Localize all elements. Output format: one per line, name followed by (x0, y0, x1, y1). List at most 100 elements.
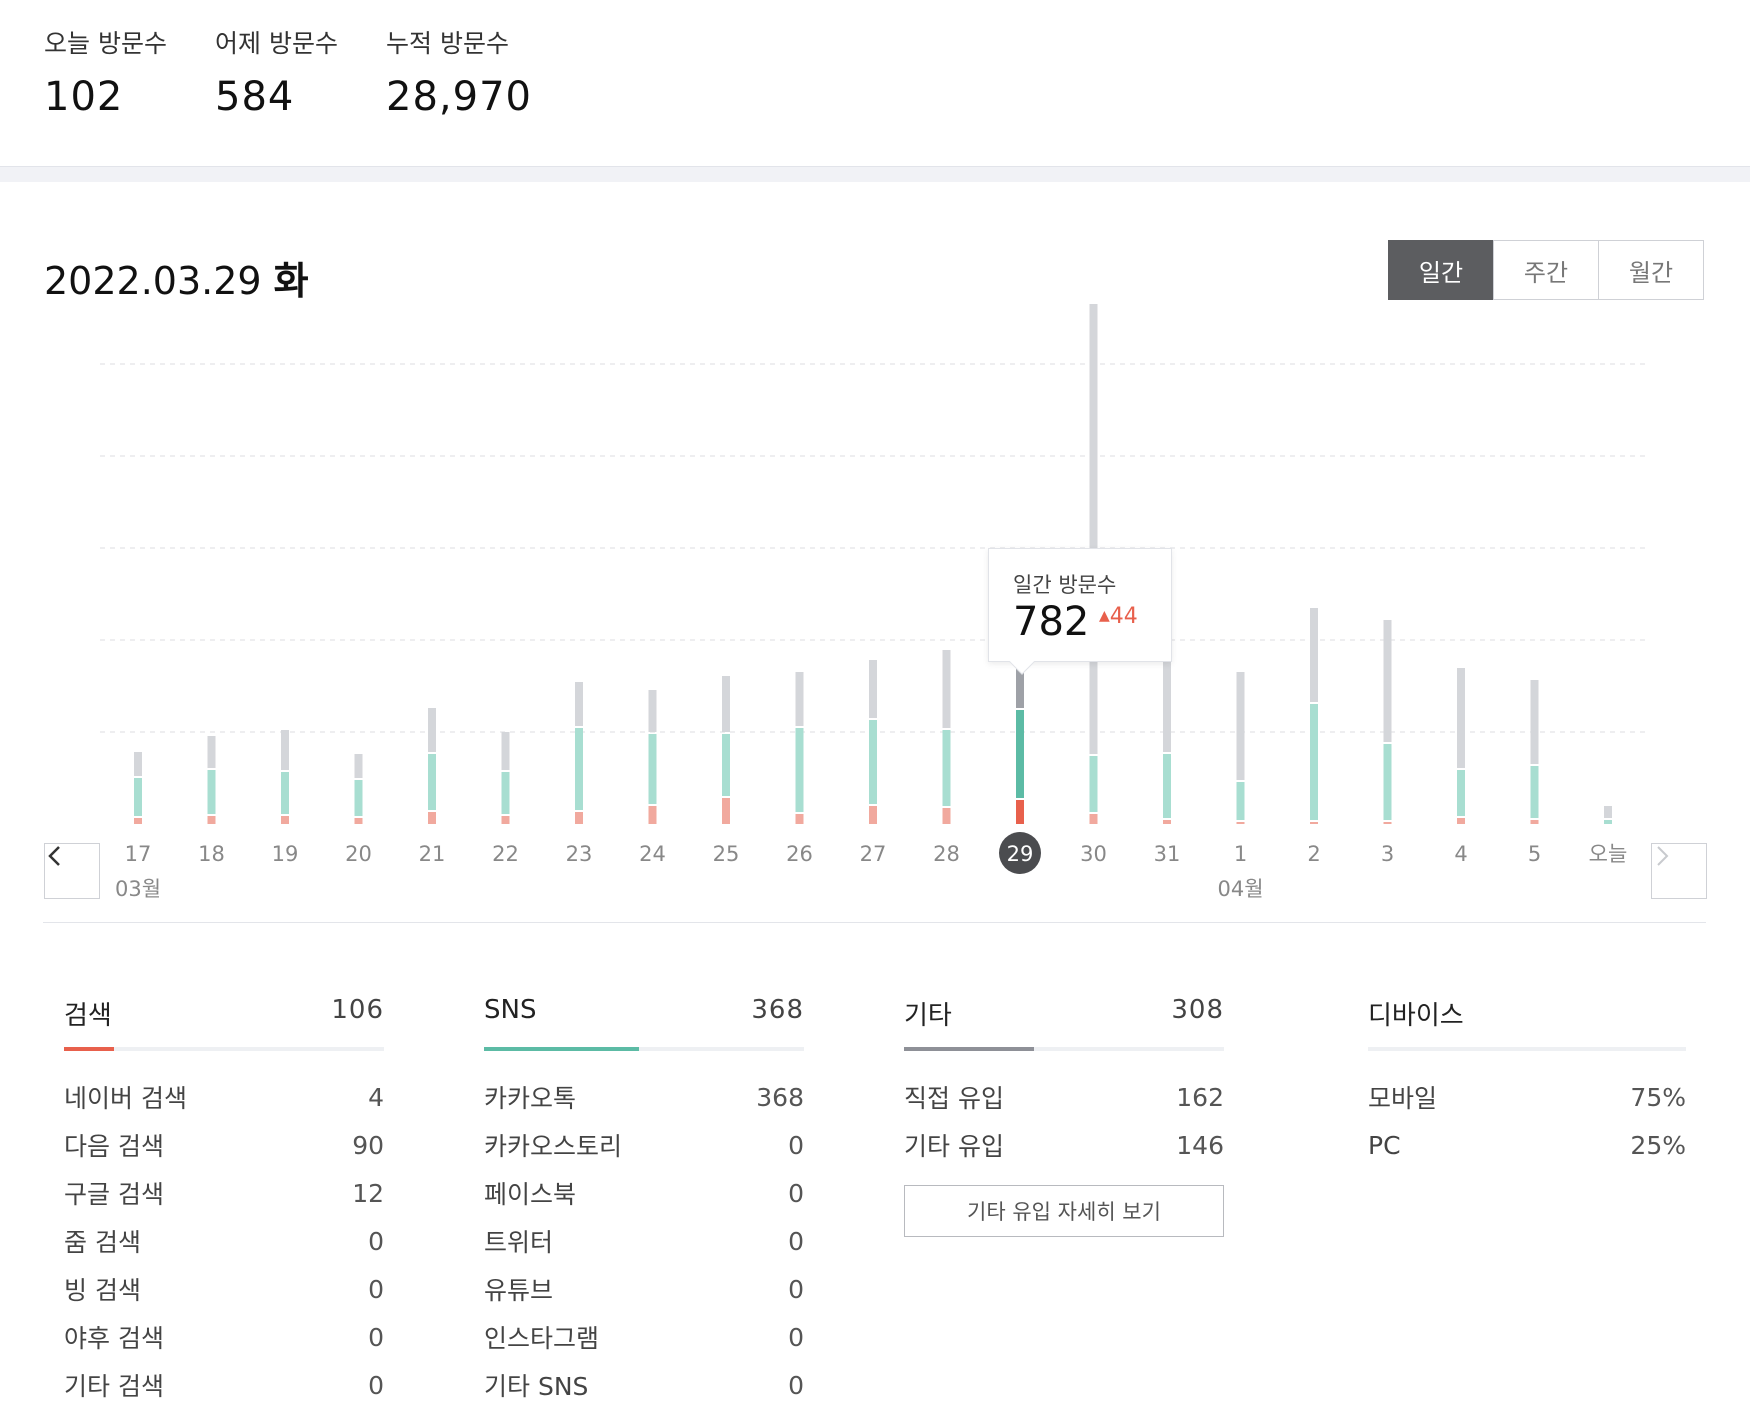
bar-segment (1016, 800, 1024, 824)
bar-segment (575, 682, 583, 726)
row-value: 25% (1630, 1130, 1686, 1160)
bar-segment (722, 798, 730, 824)
row-value: 0 (788, 1322, 804, 1352)
x-tick-label: 25 (713, 842, 740, 866)
breakdown-bar (1368, 1047, 1686, 1051)
stat-total-label: 누적 방문수 (386, 29, 509, 58)
period-toggle: 일간 주간 월간 (1388, 240, 1704, 300)
bar-segment (354, 780, 363, 816)
breakdown-title: 검색 (64, 1001, 112, 1031)
weekday-text: 화 (273, 259, 309, 303)
breakdown-bar (484, 1047, 804, 1051)
bar-segment (1163, 820, 1171, 824)
row-label: 인스타그램 (484, 1324, 600, 1353)
bar-segment (1383, 744, 1392, 820)
page-title: 2022.03.29 화 (44, 250, 309, 305)
bar-segment (722, 734, 730, 796)
breakdown-rows: 네이버 검색 4 다음 검색 90 구글 검색 12 줌 검색 0 빙 검색 0 야후 검… (64, 1073, 384, 1409)
row-label: 네이버 검색 (64, 1084, 187, 1113)
bar-segment (575, 812, 583, 824)
row-value: 0 (368, 1322, 384, 1352)
bar-segment (1016, 710, 1024, 798)
next-period-button[interactable] (1651, 843, 1707, 899)
month-label: 03월 (115, 877, 161, 901)
date-text: 2022.03.29 (44, 259, 262, 303)
stat-today-label: 오늘 방문수 (44, 29, 167, 58)
list-item: 인스타그램 0 (484, 1313, 804, 1361)
stat-total: 누적 방문수 28,970 (386, 24, 532, 120)
bar-segment (1604, 820, 1612, 824)
daily-visits-chart: 17 18 19 20 21 22 23 24 25 26 27 28 29 30 31 1 2 3 4 5 오늘 03월… (0, 300, 1750, 920)
bar-segment (428, 812, 436, 824)
breakdown-rows: 직접 유입 162 기타 유입 146 (904, 1073, 1224, 1169)
breakdown-bar-fill (904, 1047, 1034, 1051)
stat-today: 오늘 방문수 102 (44, 24, 167, 120)
x-tick-label: 30 (1080, 842, 1107, 866)
bar-segment (354, 754, 363, 778)
tab-monthly[interactable]: 월간 (1598, 240, 1704, 300)
tab-daily[interactable]: 일간 (1388, 240, 1494, 300)
bar-segment (795, 728, 804, 812)
bar-segment (428, 754, 436, 810)
bar-segment (1604, 806, 1612, 818)
row-value: 146 (1176, 1130, 1224, 1160)
tooltip-delta-value: 44 (1109, 604, 1138, 629)
x-tick-label: 29 (1007, 842, 1034, 866)
bar-segment (1163, 620, 1171, 752)
row-value: 0 (368, 1274, 384, 1304)
bar-segment (1310, 608, 1318, 702)
bar-segment (207, 736, 216, 768)
list-item: 유튜브 0 (484, 1265, 804, 1313)
x-tick-label: 3 (1381, 842, 1394, 866)
breakdown-head: 검색 106 (64, 995, 384, 1035)
row-label: 카카오톡 (484, 1084, 577, 1113)
list-item: 기타 검색 0 (64, 1361, 384, 1409)
x-tick-label: 19 (272, 842, 299, 866)
row-value: 90 (352, 1130, 384, 1160)
row-value: 4 (368, 1082, 384, 1112)
row-label: 카카오스토리 (484, 1132, 623, 1161)
stat-today-value: 102 (44, 74, 124, 120)
tab-weekly[interactable]: 주간 (1493, 240, 1599, 300)
list-item: 카카오톡 368 (484, 1073, 804, 1121)
selected-day-marker (999, 832, 1041, 874)
section-divider-band (0, 166, 1750, 182)
bar-segment (134, 818, 142, 824)
bar-segment (281, 816, 289, 824)
list-item: 구글 검색 12 (64, 1169, 384, 1217)
list-item: PC 25% (1368, 1121, 1686, 1169)
x-tick-label: 28 (933, 842, 960, 866)
breakdown-search: 검색 106 네이버 검색 4 다음 검색 90 구글 검색 12 줌 검색 0 빙 검… (64, 995, 384, 1409)
bar-segment (575, 728, 583, 810)
stat-total-value: 28,970 (386, 74, 532, 120)
breakdown-total: 308 (1171, 995, 1224, 1025)
row-value: 0 (788, 1130, 804, 1160)
prev-period-button[interactable] (44, 843, 100, 899)
row-label: 구글 검색 (64, 1180, 164, 1209)
list-item: 모바일 75% (1368, 1073, 1686, 1121)
row-value: 0 (368, 1370, 384, 1400)
list-item: 줌 검색 0 (64, 1217, 384, 1265)
bar-segment (869, 720, 877, 804)
breakdown-device: 디바이스 모바일 75% PC 25% (1368, 995, 1686, 1169)
breakdown-head: SNS 368 (484, 995, 804, 1035)
tooltip-value: 782 (1013, 599, 1090, 645)
bar-segment (942, 808, 951, 824)
row-value: 0 (788, 1178, 804, 1208)
list-item: 다음 검색 90 (64, 1121, 384, 1169)
bar-segment (1457, 818, 1465, 824)
breakdown-rows: 모바일 75% PC 25% (1368, 1073, 1686, 1169)
row-label: 기타 SNS (484, 1372, 589, 1401)
bar-segment (1089, 304, 1098, 754)
breakdown-head: 디바이스 (1368, 995, 1686, 1035)
other-inflow-detail-button[interactable]: 기타 유입 자세히 보기 (904, 1185, 1224, 1237)
row-value: 368 (756, 1082, 804, 1112)
bar-segment (1236, 822, 1245, 824)
row-label: 야후 검색 (64, 1324, 164, 1353)
month-label: 04월 (1217, 877, 1263, 901)
row-value: 12 (352, 1178, 384, 1208)
bar-segment (207, 816, 216, 824)
bar-segment (942, 650, 951, 728)
row-label: 다음 검색 (64, 1132, 164, 1161)
bar-segment (1089, 814, 1098, 824)
